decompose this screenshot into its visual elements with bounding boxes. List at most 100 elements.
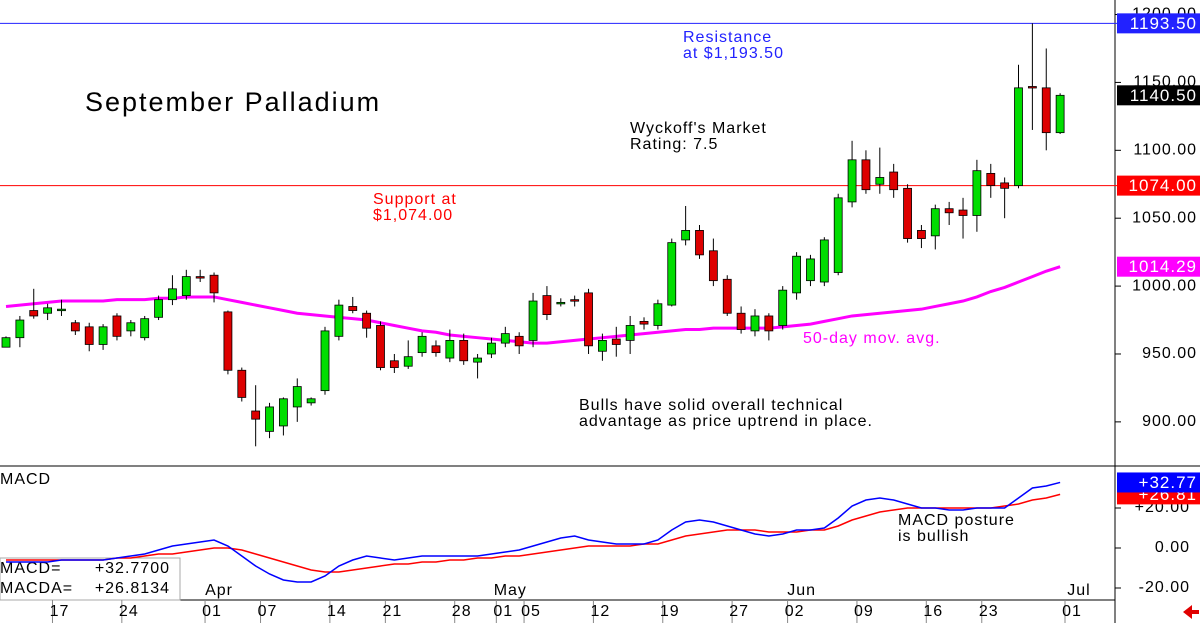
candle-body [584, 292, 593, 347]
candle-body [306, 398, 316, 404]
candle-body [1000, 182, 1010, 189]
annotation: advantage as price uptrend in place. [579, 413, 873, 430]
x-tick-label: 16 [923, 603, 943, 620]
readout-value: +32.7700 [95, 560, 170, 577]
candle-body [875, 177, 885, 185]
macd-line [6, 481, 1061, 583]
x-tick-label: 17 [50, 603, 70, 620]
value-tag-label: 1014.29 [1129, 257, 1197, 276]
candle-body [889, 171, 899, 191]
value-tag-label: 1074.00 [1129, 176, 1197, 195]
annotation: is bullish [898, 528, 969, 545]
month-label: Jul [1067, 582, 1090, 599]
readout-label: MACD= [0, 560, 61, 577]
candle-body [15, 319, 25, 339]
readout-value: +26.8134 [95, 580, 170, 597]
candle-body [403, 356, 413, 367]
candle-body [445, 340, 455, 359]
candle-body [140, 318, 150, 339]
candle-body [861, 159, 871, 191]
candle-body [431, 345, 441, 354]
candle-body [168, 288, 177, 301]
candle-body [944, 208, 954, 214]
candle-body [209, 274, 219, 294]
x-tick-label: 23 [979, 603, 999, 620]
annotation: Wyckoff's Market [630, 120, 767, 137]
candle-body [320, 330, 330, 392]
candle-body [792, 255, 801, 294]
candle-body [681, 230, 691, 241]
candle-body [487, 342, 496, 355]
candle-body [98, 326, 108, 345]
candle-body [667, 242, 677, 306]
y-tick-label: 950.00 [1142, 345, 1197, 362]
annotation: Bulls have solid overall technical [579, 397, 843, 414]
x-tick-label: 24 [119, 603, 139, 620]
candle-body [376, 325, 385, 368]
value-tag-label: 1193.50 [1130, 14, 1197, 33]
candle-body [43, 307, 53, 314]
value-tag [1117, 13, 1200, 34]
y-tick-label: 900.00 [1142, 413, 1197, 430]
candle-body [556, 301, 566, 305]
candle-body [695, 230, 704, 256]
readout-label: MACDA= [0, 580, 73, 597]
candle-body [84, 326, 94, 345]
candle-body [819, 239, 829, 283]
candle-body [903, 187, 912, 239]
candle-body [653, 303, 663, 326]
panel-title: MACD [0, 471, 51, 488]
candle-body [639, 320, 649, 325]
y-tick-label: 1100.00 [1133, 142, 1197, 159]
value-tag [1117, 256, 1200, 277]
scroll-arrow[interactable] [1183, 605, 1199, 619]
candle-body [1055, 94, 1065, 134]
candle-body [334, 304, 344, 337]
x-tick-label: 09 [854, 603, 874, 620]
candle-body [112, 315, 122, 337]
annotation: Resistance [683, 29, 772, 46]
x-tick-label: 05 [521, 603, 541, 620]
candle-body [930, 208, 940, 237]
x-tick-label: 12 [591, 603, 611, 620]
candle-body [389, 360, 399, 368]
y-tick-label: -20.00 [1139, 579, 1190, 596]
candle-body [833, 197, 843, 273]
candle-body [417, 335, 427, 354]
annotation: Support at [373, 191, 457, 208]
candle-body [57, 308, 66, 312]
x-tick-label: 07 [258, 603, 278, 620]
candle-body [528, 300, 538, 341]
x-tick-label: 02 [785, 603, 805, 620]
candle-body [473, 357, 482, 363]
candle-body [1041, 87, 1051, 134]
candle-body [958, 209, 968, 216]
candle-body [126, 322, 136, 332]
value-tag [1117, 85, 1200, 106]
candle-body [570, 299, 580, 302]
candle-body [154, 299, 163, 318]
candle-body [722, 278, 732, 314]
chart-title: September Palladium [85, 87, 381, 117]
value-tag-label: 1140.50 [1130, 86, 1197, 105]
candle-body [70, 322, 80, 332]
x-tick-label: 21 [382, 603, 402, 620]
annotation: at $1,193.50 [683, 45, 784, 62]
candle-body [181, 276, 191, 296]
candle-body [278, 398, 288, 427]
candle-body [542, 295, 552, 316]
candle-body [764, 315, 774, 332]
candle-body [917, 230, 926, 239]
annotation: Rating: 7.5 [630, 136, 718, 153]
candle-body [611, 338, 621, 345]
candle-body [265, 406, 274, 432]
candle-body [348, 306, 358, 311]
value-tag [1117, 175, 1200, 196]
candle-body [1, 337, 11, 348]
candle-body [251, 410, 261, 420]
month-label: May [494, 582, 527, 599]
candle-body [708, 250, 718, 282]
candle-body [625, 325, 635, 341]
y-tick-label: 1050.00 [1132, 209, 1197, 226]
